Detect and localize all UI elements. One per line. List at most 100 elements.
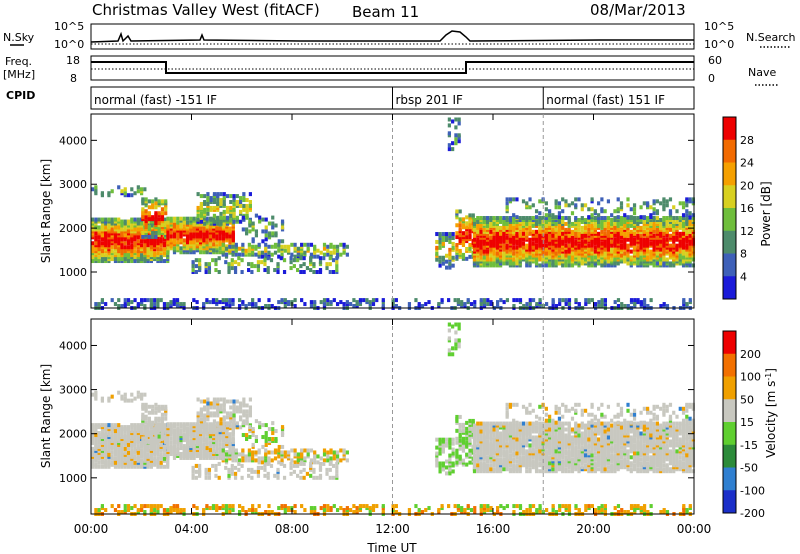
velocity-cell xyxy=(457,338,461,343)
power-cell xyxy=(632,203,637,208)
nsky-tick-top: 10^5 xyxy=(54,20,84,33)
velocity-cell xyxy=(451,441,455,446)
power-cell xyxy=(685,203,689,208)
power-cell xyxy=(435,257,439,262)
power-cell xyxy=(567,263,571,268)
velocity-cell xyxy=(468,448,472,453)
velocity-cell xyxy=(276,475,280,480)
power-cell xyxy=(143,304,147,309)
velocity-cell xyxy=(461,422,466,427)
velocity-cell xyxy=(289,465,293,470)
power-cell xyxy=(100,217,104,222)
power-cell xyxy=(489,257,493,262)
power-cell xyxy=(528,302,532,307)
power-cell xyxy=(143,298,147,303)
power-cell xyxy=(349,302,353,307)
velocity-cell xyxy=(216,427,220,432)
power-cell xyxy=(512,257,516,262)
power-cell xyxy=(126,302,131,307)
velocity-cell xyxy=(263,467,267,472)
power-cell xyxy=(123,227,127,232)
power-cell xyxy=(211,298,216,303)
velocity-cell xyxy=(318,473,323,478)
power-cell xyxy=(632,231,637,236)
velocity-cell xyxy=(159,460,163,465)
power-cell xyxy=(293,254,297,259)
power-cell xyxy=(391,298,395,303)
power-cell xyxy=(548,249,552,254)
power-cell xyxy=(238,203,243,208)
velocity-cell xyxy=(234,458,238,463)
velocity-cell xyxy=(455,414,459,419)
power-cell xyxy=(263,258,267,263)
velocity-cell xyxy=(110,433,114,438)
velocity-cell xyxy=(207,467,212,472)
power-cell xyxy=(505,201,509,206)
velocity-cell xyxy=(322,452,327,457)
power-cell xyxy=(468,243,472,248)
velocity-cell xyxy=(146,452,150,457)
velocity-cell xyxy=(182,422,186,427)
velocity-cell xyxy=(139,448,144,453)
power-cell xyxy=(496,304,500,309)
power-cell xyxy=(271,215,275,220)
power-cell xyxy=(616,197,620,202)
power-cell xyxy=(264,233,268,238)
velocity-cell xyxy=(231,450,235,455)
power-cell xyxy=(485,216,490,221)
power-cell xyxy=(303,242,307,247)
velocity-cell xyxy=(438,437,442,442)
power-cell xyxy=(202,302,206,307)
velocity-cell xyxy=(455,428,459,433)
power-cell xyxy=(538,216,542,221)
velocity-cell xyxy=(126,398,131,403)
velocity-cell xyxy=(94,462,98,467)
power-cell xyxy=(441,255,445,260)
power-cell xyxy=(567,227,571,232)
velocity-cell xyxy=(251,433,255,438)
power-cell xyxy=(453,298,457,303)
power-cell xyxy=(237,256,241,261)
power-cell xyxy=(600,197,604,202)
velocity-cell xyxy=(212,411,217,416)
velocity-cell xyxy=(110,454,114,459)
velocity-cell xyxy=(202,455,206,460)
power-cell xyxy=(141,234,145,239)
power-cell xyxy=(505,298,510,303)
velocity-cell xyxy=(290,448,294,453)
power-cell xyxy=(139,243,144,248)
power-cell xyxy=(688,197,692,202)
velocity-cell xyxy=(212,448,216,453)
power-cell xyxy=(613,237,617,242)
velocity-cell xyxy=(94,423,98,428)
velocity-cell xyxy=(216,405,220,410)
velocity-cell xyxy=(91,431,95,436)
power-cell xyxy=(662,203,666,208)
velocity-cell xyxy=(194,463,198,468)
power-cell xyxy=(164,228,168,233)
velocity-cell xyxy=(227,473,231,478)
power-cell xyxy=(156,298,160,303)
freq-panel xyxy=(90,55,695,81)
power-cell xyxy=(541,223,545,228)
power-cell xyxy=(257,298,261,303)
power-cell xyxy=(668,233,673,238)
power-cell xyxy=(451,263,455,268)
power-cell xyxy=(606,259,611,264)
power-cell xyxy=(151,234,155,239)
power-cell xyxy=(206,196,210,201)
power-cell xyxy=(606,225,611,230)
power-cell xyxy=(254,229,259,234)
power-cell xyxy=(264,217,268,222)
velocity-cell xyxy=(260,456,265,461)
power-cell xyxy=(665,199,669,204)
velocity-cell xyxy=(438,461,442,466)
power-cell xyxy=(362,298,366,303)
velocity-cell xyxy=(468,460,472,465)
velocity-cell xyxy=(339,448,343,453)
velocity-cell xyxy=(329,448,333,453)
power-cell xyxy=(655,227,660,232)
power-cell xyxy=(675,219,679,224)
power-cell xyxy=(154,197,158,202)
beam-label: Beam 11 xyxy=(352,3,419,21)
